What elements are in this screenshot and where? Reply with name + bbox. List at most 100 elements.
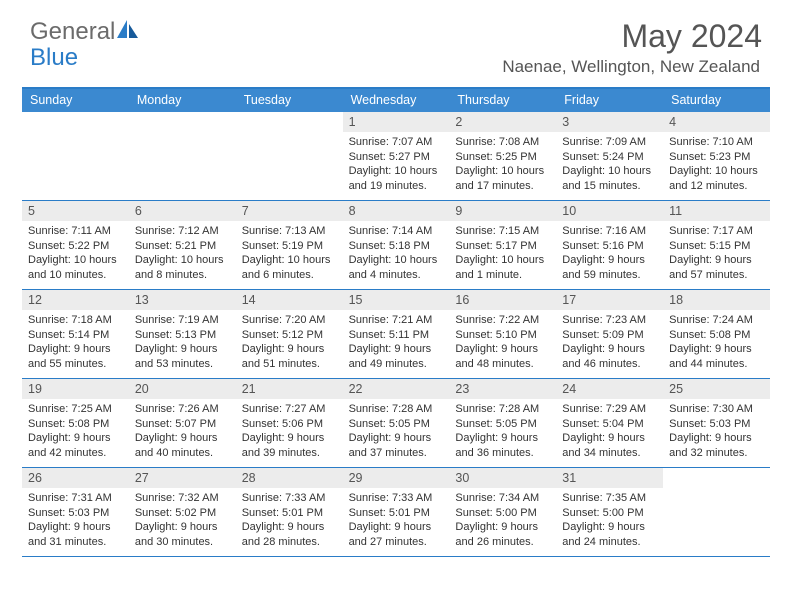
- day-number: 23: [449, 379, 556, 399]
- daylight-line: and 57 minutes.: [669, 268, 764, 283]
- day-cell: 27Sunrise: 7:32 AMSunset: 5:02 PMDayligh…: [129, 468, 236, 556]
- daylight-line: and 27 minutes.: [349, 535, 444, 550]
- daylight-line: and 8 minutes.: [135, 268, 230, 283]
- sunset-line: Sunset: 5:25 PM: [455, 150, 550, 165]
- daylight-line: Daylight: 9 hours: [135, 342, 230, 357]
- daylight-line: and 28 minutes.: [242, 535, 337, 550]
- daylight-line: Daylight: 10 hours: [242, 253, 337, 268]
- daylight-line: and 46 minutes.: [562, 357, 657, 372]
- day-number: 13: [129, 290, 236, 310]
- daylight-line: and 59 minutes.: [562, 268, 657, 283]
- daylight-line: Daylight: 10 hours: [562, 164, 657, 179]
- daylight-line: Daylight: 10 hours: [669, 164, 764, 179]
- daylight-line: and 26 minutes.: [455, 535, 550, 550]
- day-number: 12: [22, 290, 129, 310]
- day-cell: 18Sunrise: 7:24 AMSunset: 5:08 PMDayligh…: [663, 290, 770, 378]
- sunset-line: Sunset: 5:16 PM: [562, 239, 657, 254]
- sunset-line: Sunset: 5:01 PM: [349, 506, 444, 521]
- sunrise-line: Sunrise: 7:29 AM: [562, 402, 657, 417]
- day-number: 18: [663, 290, 770, 310]
- day-cell: [663, 468, 770, 556]
- sunset-line: Sunset: 5:27 PM: [349, 150, 444, 165]
- day-cell: 22Sunrise: 7:28 AMSunset: 5:05 PMDayligh…: [343, 379, 450, 467]
- day-number: 5: [22, 201, 129, 221]
- month-title: May 2024: [502, 18, 762, 55]
- daylight-line: and 49 minutes.: [349, 357, 444, 372]
- daylight-line: and 51 minutes.: [242, 357, 337, 372]
- sunset-line: Sunset: 5:18 PM: [349, 239, 444, 254]
- sunset-line: Sunset: 5:24 PM: [562, 150, 657, 165]
- daylight-line: Daylight: 9 hours: [349, 431, 444, 446]
- sunrise-line: Sunrise: 7:27 AM: [242, 402, 337, 417]
- sunset-line: Sunset: 5:02 PM: [135, 506, 230, 521]
- daylight-line: Daylight: 9 hours: [669, 342, 764, 357]
- sunrise-line: Sunrise: 7:18 AM: [28, 313, 123, 328]
- day-number: 19: [22, 379, 129, 399]
- sunrise-line: Sunrise: 7:28 AM: [349, 402, 444, 417]
- day-cell: 29Sunrise: 7:33 AMSunset: 5:01 PMDayligh…: [343, 468, 450, 556]
- day-cell: 16Sunrise: 7:22 AMSunset: 5:10 PMDayligh…: [449, 290, 556, 378]
- week-row: 5 Sunrise: 7:11 AMSunset: 5:22 PM Daylight…: [22, 201, 770, 290]
- daylight-line: Daylight: 9 hours: [669, 431, 764, 446]
- sunrise-line: Sunrise: 7:26 AM: [135, 402, 230, 417]
- day-cell: 28Sunrise: 7:33 AMSunset: 5:01 PMDayligh…: [236, 468, 343, 556]
- sunrise-line: Sunrise: 7:34 AM: [455, 491, 550, 506]
- sunrise-line: Sunrise: 7:22 AM: [455, 313, 550, 328]
- daylight-line: and 53 minutes.: [135, 357, 230, 372]
- day-header-row: SundayMondayTuesdayWednesdayThursdayFrid…: [22, 89, 770, 112]
- daylight-line: and 1 minute.: [455, 268, 550, 283]
- daylight-line: Daylight: 9 hours: [455, 342, 550, 357]
- sunset-line: Sunset: 5:00 PM: [455, 506, 550, 521]
- daylight-line: and 39 minutes.: [242, 446, 337, 461]
- sunrise-line: Sunrise: 7:19 AM: [135, 313, 230, 328]
- daylight-line: Daylight: 9 hours: [455, 520, 550, 535]
- sunrise-line: Sunrise: 7:10 AM: [669, 135, 764, 150]
- daylight-line: and 31 minutes.: [28, 535, 123, 550]
- sunset-line: Sunset: 5:21 PM: [135, 239, 230, 254]
- sunset-line: Sunset: 5:08 PM: [28, 417, 123, 432]
- day-number: 1: [343, 112, 450, 132]
- week-row: 1Sunrise: 7:07 AMSunset: 5:27 PMDaylight…: [22, 112, 770, 201]
- sunrise-line: Sunrise: 7:14 AM: [349, 224, 444, 239]
- day-cell: 30Sunrise: 7:34 AMSunset: 5:00 PMDayligh…: [449, 468, 556, 556]
- day-cell: 5Sunrise: 7:11 AMSunset: 5:22 PMDaylight…: [22, 201, 129, 289]
- daylight-line: Daylight: 9 hours: [562, 342, 657, 357]
- day-cell: 13 Sunrise: 7:19 AMSunset: 5:13 PMDayligh…: [129, 290, 236, 378]
- logo-word2: Blue: [30, 44, 78, 71]
- daylight-line: Daylight: 9 hours: [242, 342, 337, 357]
- sunset-line: Sunset: 5:14 PM: [28, 328, 123, 343]
- sunset-line: Sunset: 5:22 PM: [28, 239, 123, 254]
- sunset-line: Sunset: 5:13 PM: [135, 328, 230, 343]
- daylight-line: and 55 minutes.: [28, 357, 123, 372]
- day-cell: 17Sunrise: 7:23 AMSunset: 5:09 PMDayligh…: [556, 290, 663, 378]
- day-cell: 4Sunrise: 7:10 AMSunset: 5:23 PMDaylight…: [663, 112, 770, 200]
- daylight-line: Daylight: 9 hours: [349, 520, 444, 535]
- day-cell: 6Sunrise: 7:12 AMSunset: 5:21 PMDaylight…: [129, 201, 236, 289]
- day-number: 6: [129, 201, 236, 221]
- day-number: 7: [236, 201, 343, 221]
- day-number: 2: [449, 112, 556, 132]
- daylight-line: and 17 minutes.: [455, 179, 550, 194]
- day-number: 29: [343, 468, 450, 488]
- day-cell: 20Sunrise: 7:26 AMSunset: 5:07 PMDayligh…: [129, 379, 236, 467]
- sunset-line: Sunset: 5:03 PM: [28, 506, 123, 521]
- day-cell: 24Sunrise: 7:29 AMSunset: 5:04 PMDayligh…: [556, 379, 663, 467]
- day-header-cell: Tuesday: [236, 89, 343, 112]
- logo-line2: Blue: [30, 44, 78, 72]
- daylight-line: and 44 minutes.: [669, 357, 764, 372]
- sunrise-line: Sunrise: 7:35 AM: [562, 491, 657, 506]
- day-cell: 1Sunrise: 7:07 AMSunset: 5:27 PMDaylight…: [343, 112, 450, 200]
- sunrise-line: Sunrise: 7:17 AM: [669, 224, 764, 239]
- daylight-line: Daylight: 9 hours: [28, 342, 123, 357]
- daylight-line: Daylight: 9 hours: [242, 520, 337, 535]
- daylight-line: Daylight: 10 hours: [349, 253, 444, 268]
- sunset-line: Sunset: 5:00 PM: [562, 506, 657, 521]
- daylight-line: and 36 minutes.: [455, 446, 550, 461]
- day-number: 21: [236, 379, 343, 399]
- day-cell: [22, 112, 129, 200]
- sunset-line: Sunset: 5:15 PM: [669, 239, 764, 254]
- daylight-line: and 40 minutes.: [135, 446, 230, 461]
- day-number: 9: [449, 201, 556, 221]
- sunset-line: Sunset: 5:07 PM: [135, 417, 230, 432]
- sunrise-line: Sunrise: 7:11 AM: [28, 224, 123, 239]
